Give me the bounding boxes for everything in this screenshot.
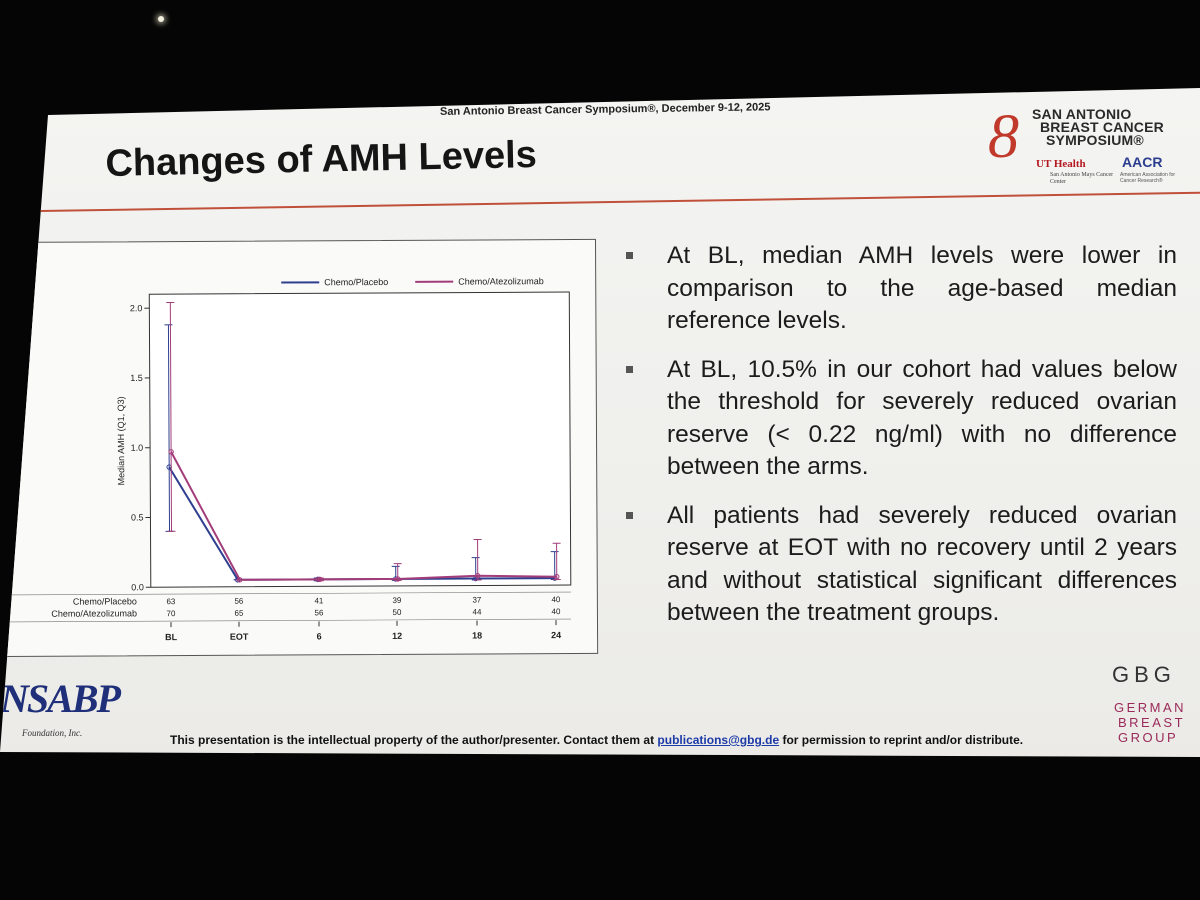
y-tick-label: 1.0 [131,443,144,453]
y-axis-label: Median AMH (Q1, Q3) [116,396,126,485]
y-tick-label: 2.0 [130,303,143,313]
risk-table-row-label: Chemo/Atezolizumab [51,608,137,618]
bullet-text: At BL, median AMH levels were lower in c… [667,242,1177,334]
x-tick-label: 6 [317,631,322,641]
risk-table-value: 63 [166,597,175,606]
nsabp-logo: NSABP [0,676,121,721]
risk-table-value: 50 [392,608,401,617]
table-rule [6,591,571,596]
footer-notice: This presentation is the intellectual pr… [170,733,1024,747]
bullet-text: All patients had severely reduced ovaria… [667,501,1177,627]
sabcs-logo: 8 SAN ANTONIO BREAST CANCER SYMPOSIUM® U… [988,103,1178,188]
plot-area [148,291,572,588]
aacr-logo: AACR [1122,154,1163,170]
x-tick-label: 24 [551,630,561,640]
risk-table-value: 40 [551,607,560,616]
data-point [554,574,560,580]
data-point [237,577,243,583]
error-bar [169,302,173,532]
risk-table-value: 65 [234,609,243,618]
contact-email-link[interactable]: publications@gbg.de [657,733,780,747]
ut-health-logo: UT Health [1036,158,1086,170]
bullet-item: At BL, median AMH levels were lower in c… [622,240,1177,338]
slide-title: Changes of AMH Levels [105,133,538,185]
amh-chart: 0.0 0.5 1.0 1.5 2.0 Median AMH (Q1, Q3) Chemo/… [0,238,599,657]
legend-label: Chemo/Placebo [324,277,388,287]
risk-table-row-label: Chemo/Placebo [73,596,137,606]
x-tick-label: 18 [472,630,482,640]
risk-table-value: 44 [472,607,481,616]
risk-table-value: 37 [472,595,481,604]
ceiling-light [158,16,164,22]
x-tick-label: 12 [392,631,402,641]
conference-header: San Antonio Breast Cancer Symposium®, De… [439,101,771,118]
y-tick-label: 1.5 [130,373,143,383]
bullet-text: At BL, 10.5% in our cohort had values be… [667,355,1177,481]
data-point [317,576,323,583]
bullet-list: At BL, median AMH levels were lower in c… [622,240,1177,646]
sabcs-ribbon-icon: 8 [988,103,1019,171]
y-tick-label: 0.0 [131,582,144,592]
risk-table-value: 40 [551,595,560,604]
chart-canvas: 0.0 0.5 1.0 1.5 2.0 Median AMH (Q1, Q3) Chemo/… [6,276,572,642]
bullet-square-icon [626,365,633,373]
nsabp-subtitle: Foundation, Inc. [22,728,83,738]
series-line [170,451,557,581]
legend-label: Chemo/Atezolizumab [458,276,544,286]
ut-health-subtitle: San Antonio Mays Cancer Center [1050,172,1114,185]
bullet-item: At BL, 10.5% in our cohort had values be… [622,354,1177,484]
gbg-logo-text: GERMAN BREAST GROUP [1114,700,1187,745]
x-tick-label: EOT [230,632,249,642]
error-bar [167,324,171,532]
risk-table-value: 70 [166,609,175,618]
y-tick-label: 0.5 [131,512,144,522]
bullet-item: All patients had severely reduced ovaria… [622,500,1177,630]
aacr-subtitle: American Association for Cancer Research… [1120,172,1176,184]
risk-table-value: 56 [314,608,323,617]
data-point [475,573,481,579]
data-point [395,576,401,582]
data-point [168,449,174,455]
risk-table-value: 56 [234,597,243,606]
sabcs-logo-text: SAN ANTONIO BREAST CANCER SYMPOSIUM® [1032,106,1164,148]
risk-table-value: 39 [392,596,401,605]
title-divider [40,191,1200,212]
x-tick-label: BL [165,632,178,642]
gbg-logo: GBG [1112,662,1176,687]
risk-table-value: 41 [314,596,323,605]
bullet-square-icon [626,511,633,519]
table-rule [6,618,571,623]
bullet-square-icon [626,252,633,259]
